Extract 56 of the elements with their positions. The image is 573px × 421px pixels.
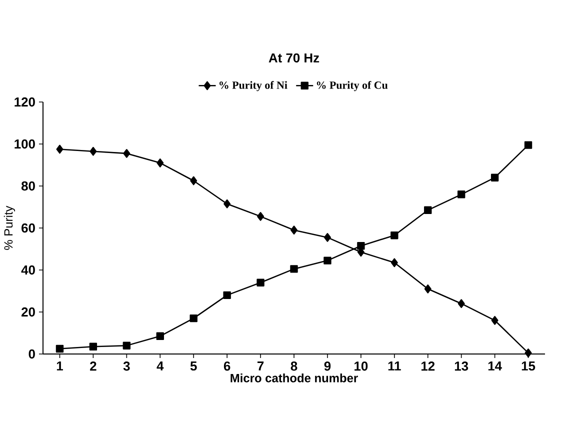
x-tick-label: 14 [488, 362, 502, 370]
y-tick-label: 80 [21, 181, 35, 191]
x-tick-label: 11 [388, 362, 401, 370]
point [324, 256, 332, 264]
point [256, 278, 264, 286]
x-tick-label: 4 [156, 362, 164, 370]
point [457, 190, 466, 198]
x-tick-label: 3 [123, 362, 130, 371]
point [89, 342, 98, 350]
point [290, 265, 298, 273]
point [257, 212, 264, 221]
point [390, 232, 398, 240]
legend-label: % Purity of Ni [220, 81, 288, 92]
x-tick-label: 1 [56, 362, 63, 370]
chart-title: At 70 Hz [268, 53, 320, 62]
point [90, 146, 97, 156]
point [56, 144, 64, 154]
y-tick-label: 20 [22, 307, 35, 317]
legend-label: % Purity of Cu [316, 81, 388, 92]
point [156, 158, 164, 168]
x-tick-label: 15 [522, 362, 536, 371]
x-tick-label: 7 [257, 362, 264, 370]
point [190, 314, 198, 322]
point [424, 206, 432, 214]
point [524, 141, 532, 149]
point [424, 284, 432, 294]
point [491, 316, 498, 325]
point [524, 348, 532, 358]
y-axis-title: % Purity [4, 206, 16, 250]
y-tick-label: 60 [22, 223, 35, 233]
x-tick-label: 10 [354, 362, 368, 371]
point [390, 258, 398, 268]
y-tick-label: 100 [14, 139, 35, 149]
y-tick-label: 0 [28, 349, 35, 359]
point [156, 332, 164, 340]
point [458, 299, 465, 308]
y-tick-label: 120 [14, 97, 35, 107]
point [123, 149, 130, 158]
y-tick-label: 40 [21, 265, 35, 275]
point [324, 233, 331, 242]
point [223, 291, 231, 300]
point [122, 342, 131, 350]
x-tick-label: 8 [290, 362, 298, 371]
point [190, 176, 198, 186]
x-tick-label: 12 [421, 362, 435, 371]
x-axis-title: Micro cathode number [230, 374, 358, 382]
x-tick-label: 9 [324, 362, 331, 371]
x-tick-label: 2 [90, 362, 96, 371]
x-tick-label: 6 [224, 362, 230, 371]
point [56, 344, 64, 353]
point [290, 226, 298, 235]
point [357, 242, 365, 250]
x-tick-label: 13 [454, 362, 468, 371]
point [490, 174, 499, 182]
x-tick-label: 5 [190, 362, 197, 371]
point [224, 199, 231, 208]
